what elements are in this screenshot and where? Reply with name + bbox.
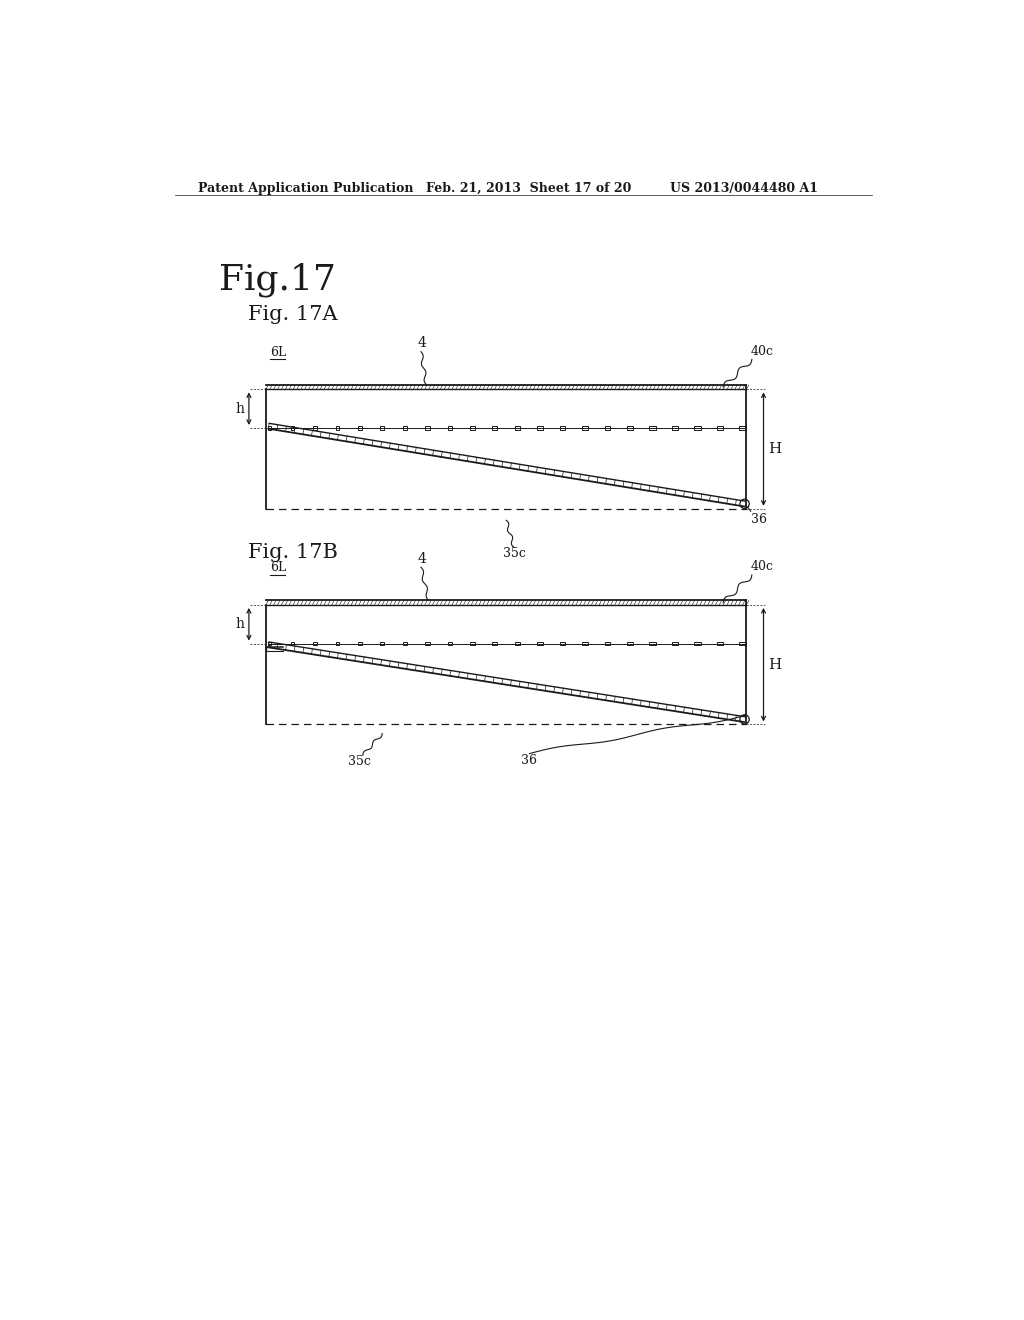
Bar [380,642,384,645]
Text: Fig. 17B: Fig. 17B [248,544,338,562]
Bar [447,426,453,430]
Bar [583,642,588,645]
Bar [268,642,271,645]
Bar [672,426,678,430]
Bar [739,642,746,645]
Bar [672,642,678,645]
Bar [447,642,453,645]
Bar [380,426,384,430]
Bar [717,426,724,430]
Text: h: h [236,618,245,631]
Text: US 2013/0044480 A1: US 2013/0044480 A1 [671,182,818,194]
Bar [627,642,633,645]
Text: 6L: 6L [270,346,286,359]
Bar [694,642,700,645]
Bar [560,642,565,645]
Text: Patent Application Publication: Patent Application Publication [198,182,414,194]
Bar [313,642,316,645]
Bar [358,426,361,430]
Bar [515,426,520,430]
Bar [313,426,316,430]
Text: 40c: 40c [751,345,773,358]
Bar [402,642,407,645]
Bar [268,426,271,430]
Bar [604,426,610,430]
Text: 35c: 35c [347,755,371,768]
Text: 36: 36 [751,513,767,527]
Text: 4: 4 [417,552,426,566]
Text: 4: 4 [417,337,426,350]
Text: Fig.17: Fig.17 [219,263,336,297]
Bar [425,426,430,430]
Bar [402,426,407,430]
Text: 35c: 35c [503,548,525,560]
Bar [627,426,633,430]
Bar [649,642,655,645]
Bar [515,642,520,645]
Bar [717,642,724,645]
Bar [649,426,655,430]
Bar [538,426,543,430]
Bar [470,642,475,645]
Bar [560,426,565,430]
Bar [425,642,430,645]
Text: Feb. 21, 2013  Sheet 17 of 20: Feb. 21, 2013 Sheet 17 of 20 [426,182,632,194]
Bar [336,426,339,430]
Bar [493,642,498,645]
Bar [694,426,700,430]
Bar [291,426,294,430]
Bar [336,642,339,645]
Bar [604,642,610,645]
Text: H: H [768,442,781,457]
Bar [470,426,475,430]
Text: 6L: 6L [270,561,286,574]
Bar [358,642,361,645]
Bar [538,642,543,645]
Text: h: h [236,401,245,416]
Bar [493,426,498,430]
Text: 36: 36 [521,754,538,767]
Text: H: H [768,657,781,672]
Text: Fig. 17A: Fig. 17A [248,305,338,323]
Bar [291,642,294,645]
Bar [583,426,588,430]
Bar [739,426,746,430]
Text: 40c: 40c [751,561,773,573]
